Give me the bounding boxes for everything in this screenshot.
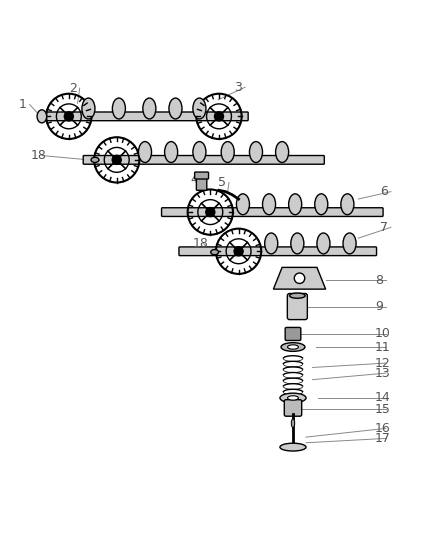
Text: 1: 1 [19,98,27,111]
Ellipse shape [165,142,178,163]
Ellipse shape [280,393,306,403]
Ellipse shape [276,142,289,163]
Ellipse shape [37,110,47,123]
FancyBboxPatch shape [194,172,208,179]
Ellipse shape [138,142,152,163]
Text: 18: 18 [193,237,209,250]
Circle shape [294,273,305,284]
FancyBboxPatch shape [162,208,383,216]
Ellipse shape [221,142,234,163]
Circle shape [234,247,243,256]
Ellipse shape [288,345,298,349]
Text: 6: 6 [380,185,388,198]
Text: 5: 5 [218,176,226,189]
FancyBboxPatch shape [179,247,377,256]
Circle shape [215,112,223,121]
Circle shape [64,112,74,121]
Ellipse shape [315,194,328,215]
Ellipse shape [288,396,298,400]
Text: 2: 2 [69,82,77,94]
FancyBboxPatch shape [83,156,324,164]
Ellipse shape [281,343,305,351]
Text: 14: 14 [375,391,391,405]
Text: 9: 9 [375,300,383,313]
Text: 10: 10 [375,327,391,341]
Ellipse shape [262,194,276,215]
Ellipse shape [280,443,306,451]
Ellipse shape [289,194,302,215]
Ellipse shape [291,233,304,254]
Ellipse shape [265,233,278,254]
FancyBboxPatch shape [284,400,302,416]
Text: 7: 7 [380,221,388,234]
Circle shape [206,207,215,216]
Ellipse shape [113,98,125,119]
Text: 15: 15 [375,403,391,416]
Ellipse shape [237,194,250,215]
Ellipse shape [317,233,330,254]
Ellipse shape [193,98,206,119]
Ellipse shape [291,419,295,427]
Ellipse shape [143,98,156,119]
Circle shape [112,155,121,164]
FancyBboxPatch shape [40,112,248,120]
Ellipse shape [91,157,99,163]
Text: 8: 8 [375,274,383,287]
Ellipse shape [341,194,354,215]
Text: 16: 16 [375,422,391,435]
Ellipse shape [250,142,262,163]
Ellipse shape [290,293,305,298]
Text: 17: 17 [375,432,391,445]
Ellipse shape [343,233,356,254]
FancyBboxPatch shape [287,294,307,320]
Ellipse shape [169,98,182,119]
Ellipse shape [193,142,206,163]
Text: 18: 18 [31,149,47,162]
Text: 4: 4 [191,173,198,186]
Ellipse shape [82,98,95,119]
Text: 11: 11 [375,341,391,353]
Ellipse shape [211,249,219,255]
Polygon shape [273,268,325,289]
Text: 12: 12 [375,357,391,369]
FancyBboxPatch shape [196,175,207,190]
FancyBboxPatch shape [285,327,301,341]
Text: 13: 13 [375,367,391,379]
Text: 3: 3 [234,80,242,94]
